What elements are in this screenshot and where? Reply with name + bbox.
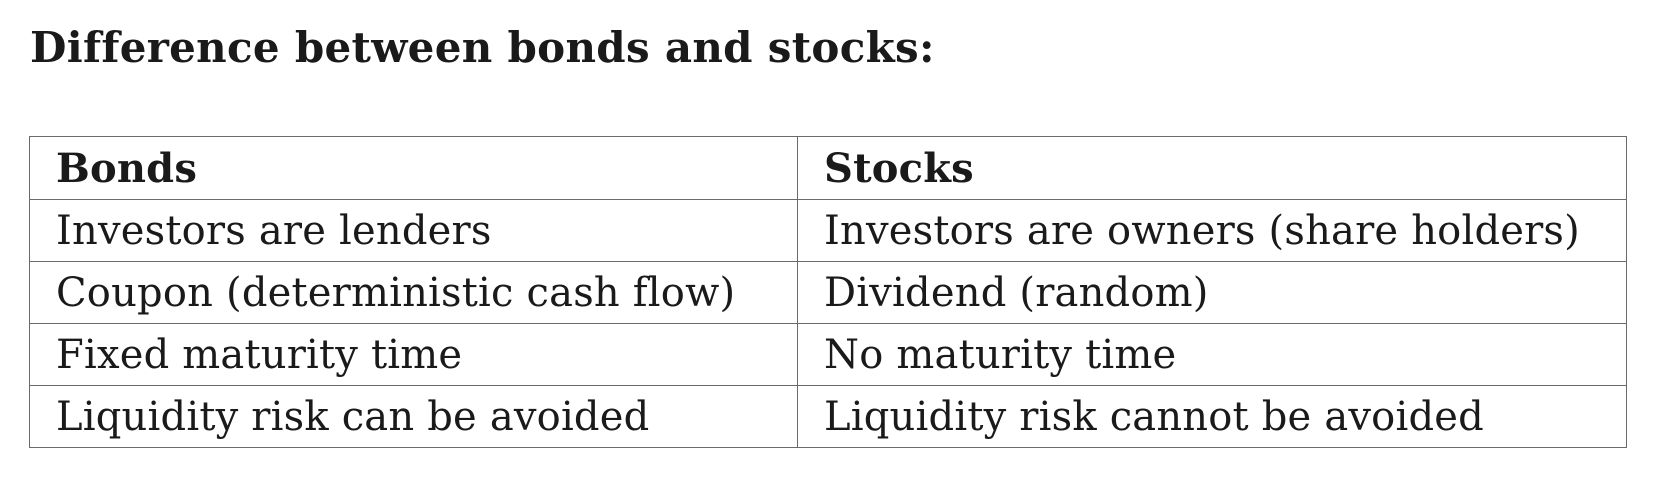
table-row: Coupon (deterministic cash flow) Dividen… (29, 261, 1627, 324)
table-cell: Liquidity risk cannot be avoided (797, 385, 1627, 448)
page-title: Difference between bonds and stocks: (30, 23, 935, 72)
table-cell: Coupon (deterministic cash flow) (29, 261, 798, 324)
table-cell: No maturity time (797, 323, 1627, 386)
column-header-bonds: Bonds (29, 136, 798, 200)
table-row: Liquidity risk can be avoided Liquidity … (29, 385, 1627, 448)
table-row: Investors are lenders Investors are owne… (29, 199, 1627, 262)
table-cell: Investors are lenders (29, 199, 798, 262)
table-cell: Liquidity risk can be avoided (29, 385, 798, 448)
table-row: Fixed maturity time No maturity time (29, 323, 1627, 386)
table-cell: Dividend (random) (797, 261, 1627, 324)
comparison-table: Bonds Stocks Investors are lenders Inves… (29, 136, 1627, 448)
table-cell: Fixed maturity time (29, 323, 798, 386)
column-header-stocks: Stocks (797, 136, 1627, 200)
table-cell: Investors are owners (share holders) (797, 199, 1627, 262)
table-header-row: Bonds Stocks (29, 136, 1627, 200)
